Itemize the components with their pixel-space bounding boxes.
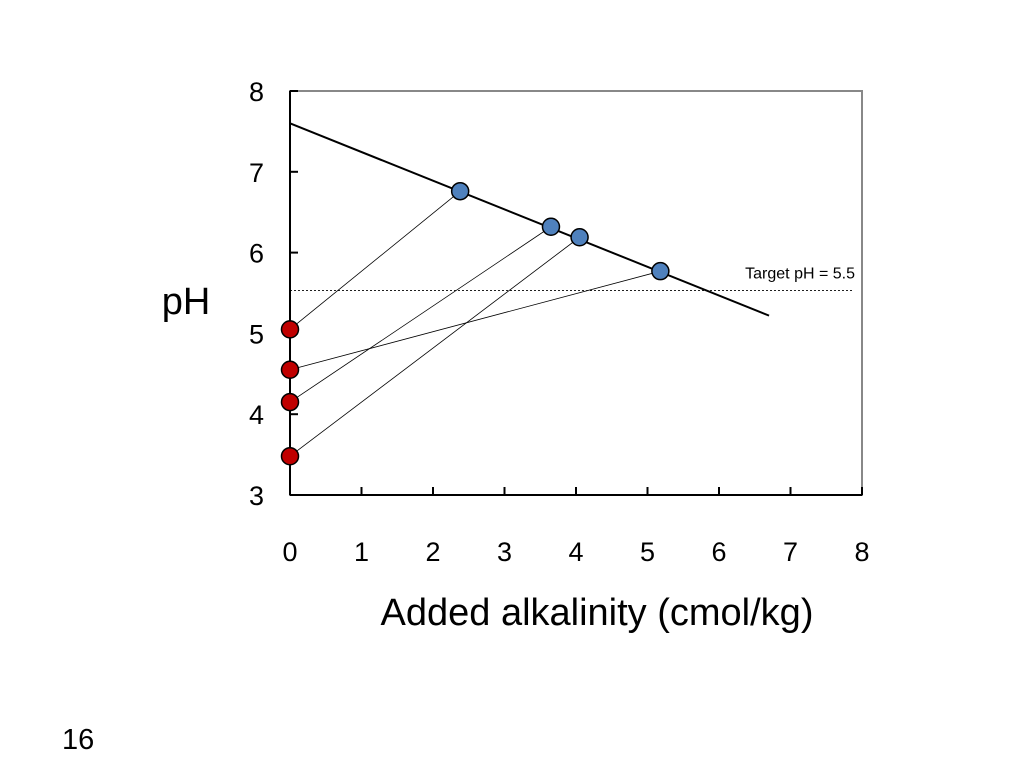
y-tick-label: 4 [249,400,264,430]
final-ph-point [450,181,470,201]
y-tick-label: 5 [249,319,264,349]
initial-ph-point [280,320,300,339]
connector-line [289,270,661,371]
final-ph-point [651,261,670,281]
x-tick-label: 7 [783,537,798,567]
final-ph-point [541,217,561,236]
x-tick-label: 5 [640,537,655,567]
x-tick-label: 1 [354,537,369,567]
y-axis-title: pH [162,281,211,323]
y-tick-label: 7 [249,158,264,188]
initial-ph-point [280,392,300,412]
x-tick-label: 3 [497,537,512,567]
final-ph-point [570,227,589,247]
y-tick-label: 3 [249,481,264,511]
connector-lines [289,190,661,457]
x-tick-label: 2 [425,537,440,567]
x-tick-label: 6 [711,537,726,567]
y-tick-label: 8 [249,77,264,107]
plot-area-frame [289,90,863,496]
x-tick-label: 0 [282,537,297,567]
x-axis-title: Added alkalinity (cmol/kg) [381,592,814,634]
axes: 0 1 2 3 4 5 6 7 8 3 4 5 6 7 8 [249,77,870,567]
slide-number: 16 [62,724,95,756]
connector-line [289,236,580,457]
initial-ph-point [280,446,300,466]
connector-line [289,226,552,403]
connector-line [289,190,461,330]
buffer-line [289,122,770,317]
y-tick-label: 6 [249,239,264,269]
x-tick-label: 8 [854,537,869,567]
x-tick-label: 4 [568,537,583,567]
data-points [280,181,670,466]
initial-ph-point [280,360,300,380]
target-ph-label: Target pH = 5.5 [745,266,855,283]
